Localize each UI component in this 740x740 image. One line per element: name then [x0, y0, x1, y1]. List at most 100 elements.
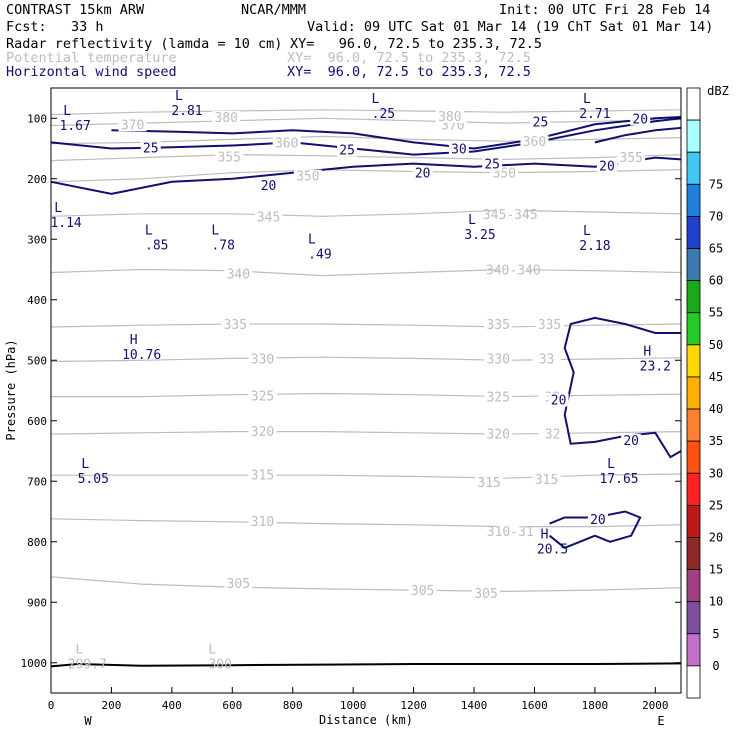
colorbar: 0 5 10 15 20 25 30 35 40 45 50 55 60 65 70 75 — [686, 87, 723, 699]
model-title: CONTRAST 15km ARW — [6, 2, 145, 18]
extremum-value: .78 — [211, 238, 234, 253]
extremum-value: 2.81 — [171, 104, 202, 119]
extremum-value: 5.05 — [78, 472, 109, 487]
colorbar-cell-18 — [686, 87, 701, 121]
extremum-value: 1.14 — [50, 216, 81, 231]
theta-contour-340 — [50, 268, 682, 277]
x-tick-label: 800 — [283, 699, 303, 712]
extremum-value: .25 — [372, 107, 395, 122]
theta-contour-380 — [50, 109, 682, 116]
y-tick-label: 700 — [27, 475, 47, 488]
extremum-value: 300 — [208, 658, 231, 673]
theta-contour-330 — [50, 356, 682, 363]
theta-label-bg — [435, 109, 464, 123]
ground-line — [50, 662, 682, 668]
theta-label-bg — [254, 210, 283, 224]
theta-label-bg — [118, 118, 147, 132]
theta-label: 340 — [227, 268, 250, 283]
theta-label: 33 — [539, 352, 555, 367]
colorbar-level-label: 5 — [712, 627, 719, 641]
wind-contour-layer — [50, 116, 682, 549]
extremum-value: 23.2 — [640, 359, 671, 374]
extremum-mark: L — [81, 457, 89, 472]
wind-label: 20 — [623, 434, 639, 449]
theta-label: 310-31 — [487, 525, 534, 540]
colorbar-cell-16 — [686, 151, 701, 185]
field-wind: Horizontal wind speed — [6, 64, 177, 80]
theta-label: 370 — [121, 118, 144, 133]
x-tick-label: 0 — [48, 699, 55, 712]
wind-label-bg — [630, 112, 651, 126]
x-tick-label: 1400 — [461, 699, 488, 712]
theta-label: 360 — [523, 135, 546, 150]
x-tick-label: 1000 — [340, 699, 367, 712]
theta-label-bg — [617, 150, 646, 164]
colorbar-unit: dBZ — [707, 84, 729, 98]
init-time: Init: 00 UTC Fri 28 Feb 14 — [499, 2, 711, 18]
colorbar-cell-14 — [686, 216, 701, 249]
wind-contour-20-5 — [548, 510, 642, 549]
theta-label: 345 — [257, 210, 280, 225]
colorbar-cell-10 — [686, 344, 701, 378]
theta-label: 345-345 — [483, 208, 538, 223]
extremum-mark: L — [468, 213, 476, 228]
wind-label: 20 — [261, 179, 277, 194]
wind-label: 20 — [632, 112, 648, 127]
theta-label-bg — [484, 352, 513, 366]
theta-label: 320 — [486, 427, 509, 442]
colorbar-cell-7 — [686, 440, 701, 474]
colorbar-cell-3 — [686, 569, 701, 603]
theta-label-bg — [484, 317, 513, 331]
theta-label-bg — [212, 111, 241, 125]
theta-label-bg — [484, 427, 513, 441]
plot-frame — [50, 87, 682, 694]
extremum-mark: L — [63, 104, 71, 119]
wind-label-bg — [621, 434, 642, 448]
ground-layer — [50, 662, 682, 668]
extremum-mark: L — [208, 643, 216, 658]
wind-label: 20 — [590, 513, 606, 528]
extremum-value: 20.5 — [537, 543, 568, 558]
wind-label-bg — [448, 142, 469, 156]
colorbar-level-label: 50 — [709, 338, 723, 352]
theta-contour-345 — [50, 209, 682, 217]
extremum-mark: L — [211, 223, 219, 238]
colorbar-level-label: 25 — [709, 498, 723, 512]
x-end-label-east: E — [657, 714, 664, 728]
extremum-mark: H — [130, 333, 138, 348]
theta-label-bg — [475, 475, 504, 489]
extremum-mark: L — [308, 232, 316, 247]
theta-contour-315 — [51, 473, 682, 479]
extremum-value: 10.76 — [122, 348, 161, 363]
theta-label-bg — [538, 427, 567, 441]
extremum-value: .85 — [145, 238, 168, 253]
wind-contour-30-2 — [111, 116, 682, 150]
valid-time: Valid: 09 UTC Sat 01 Mar 14 (19 ChT Sat … — [307, 19, 714, 35]
theta-contour-355 — [50, 153, 682, 162]
theta-label-bg — [532, 472, 561, 486]
y-tick-label: 500 — [27, 354, 47, 367]
theta-label: 315 — [535, 473, 558, 488]
field-reflectivity: Radar reflectivity (lamda = 10 cm) — [6, 36, 283, 52]
theta-label: 360 — [275, 136, 298, 151]
theta-label: 380 — [215, 111, 238, 126]
colorbar-cell-5 — [686, 504, 701, 538]
colorbar-cell-6 — [686, 472, 701, 506]
wind-label-bg — [530, 115, 551, 129]
extremum-mark: L — [607, 457, 615, 472]
extremum-value: 3.25 — [464, 228, 495, 243]
theta-label: 330 — [486, 352, 509, 367]
colorbar-level-label: 0 — [712, 659, 719, 673]
theta-contour-335 — [50, 323, 682, 328]
wind-contour-20-4 — [563, 316, 682, 459]
colorbar-level-label: 30 — [709, 466, 723, 480]
theta-label-bg — [293, 169, 322, 183]
theta-label: 380 — [438, 110, 461, 125]
y-tick-label: 900 — [27, 596, 47, 609]
extremum-mark: L — [54, 201, 62, 216]
theta-label-bg — [224, 576, 253, 590]
wind-label-bg — [412, 166, 433, 180]
x-end-label-west: W — [84, 714, 92, 728]
x-tick-label: 400 — [162, 699, 182, 712]
